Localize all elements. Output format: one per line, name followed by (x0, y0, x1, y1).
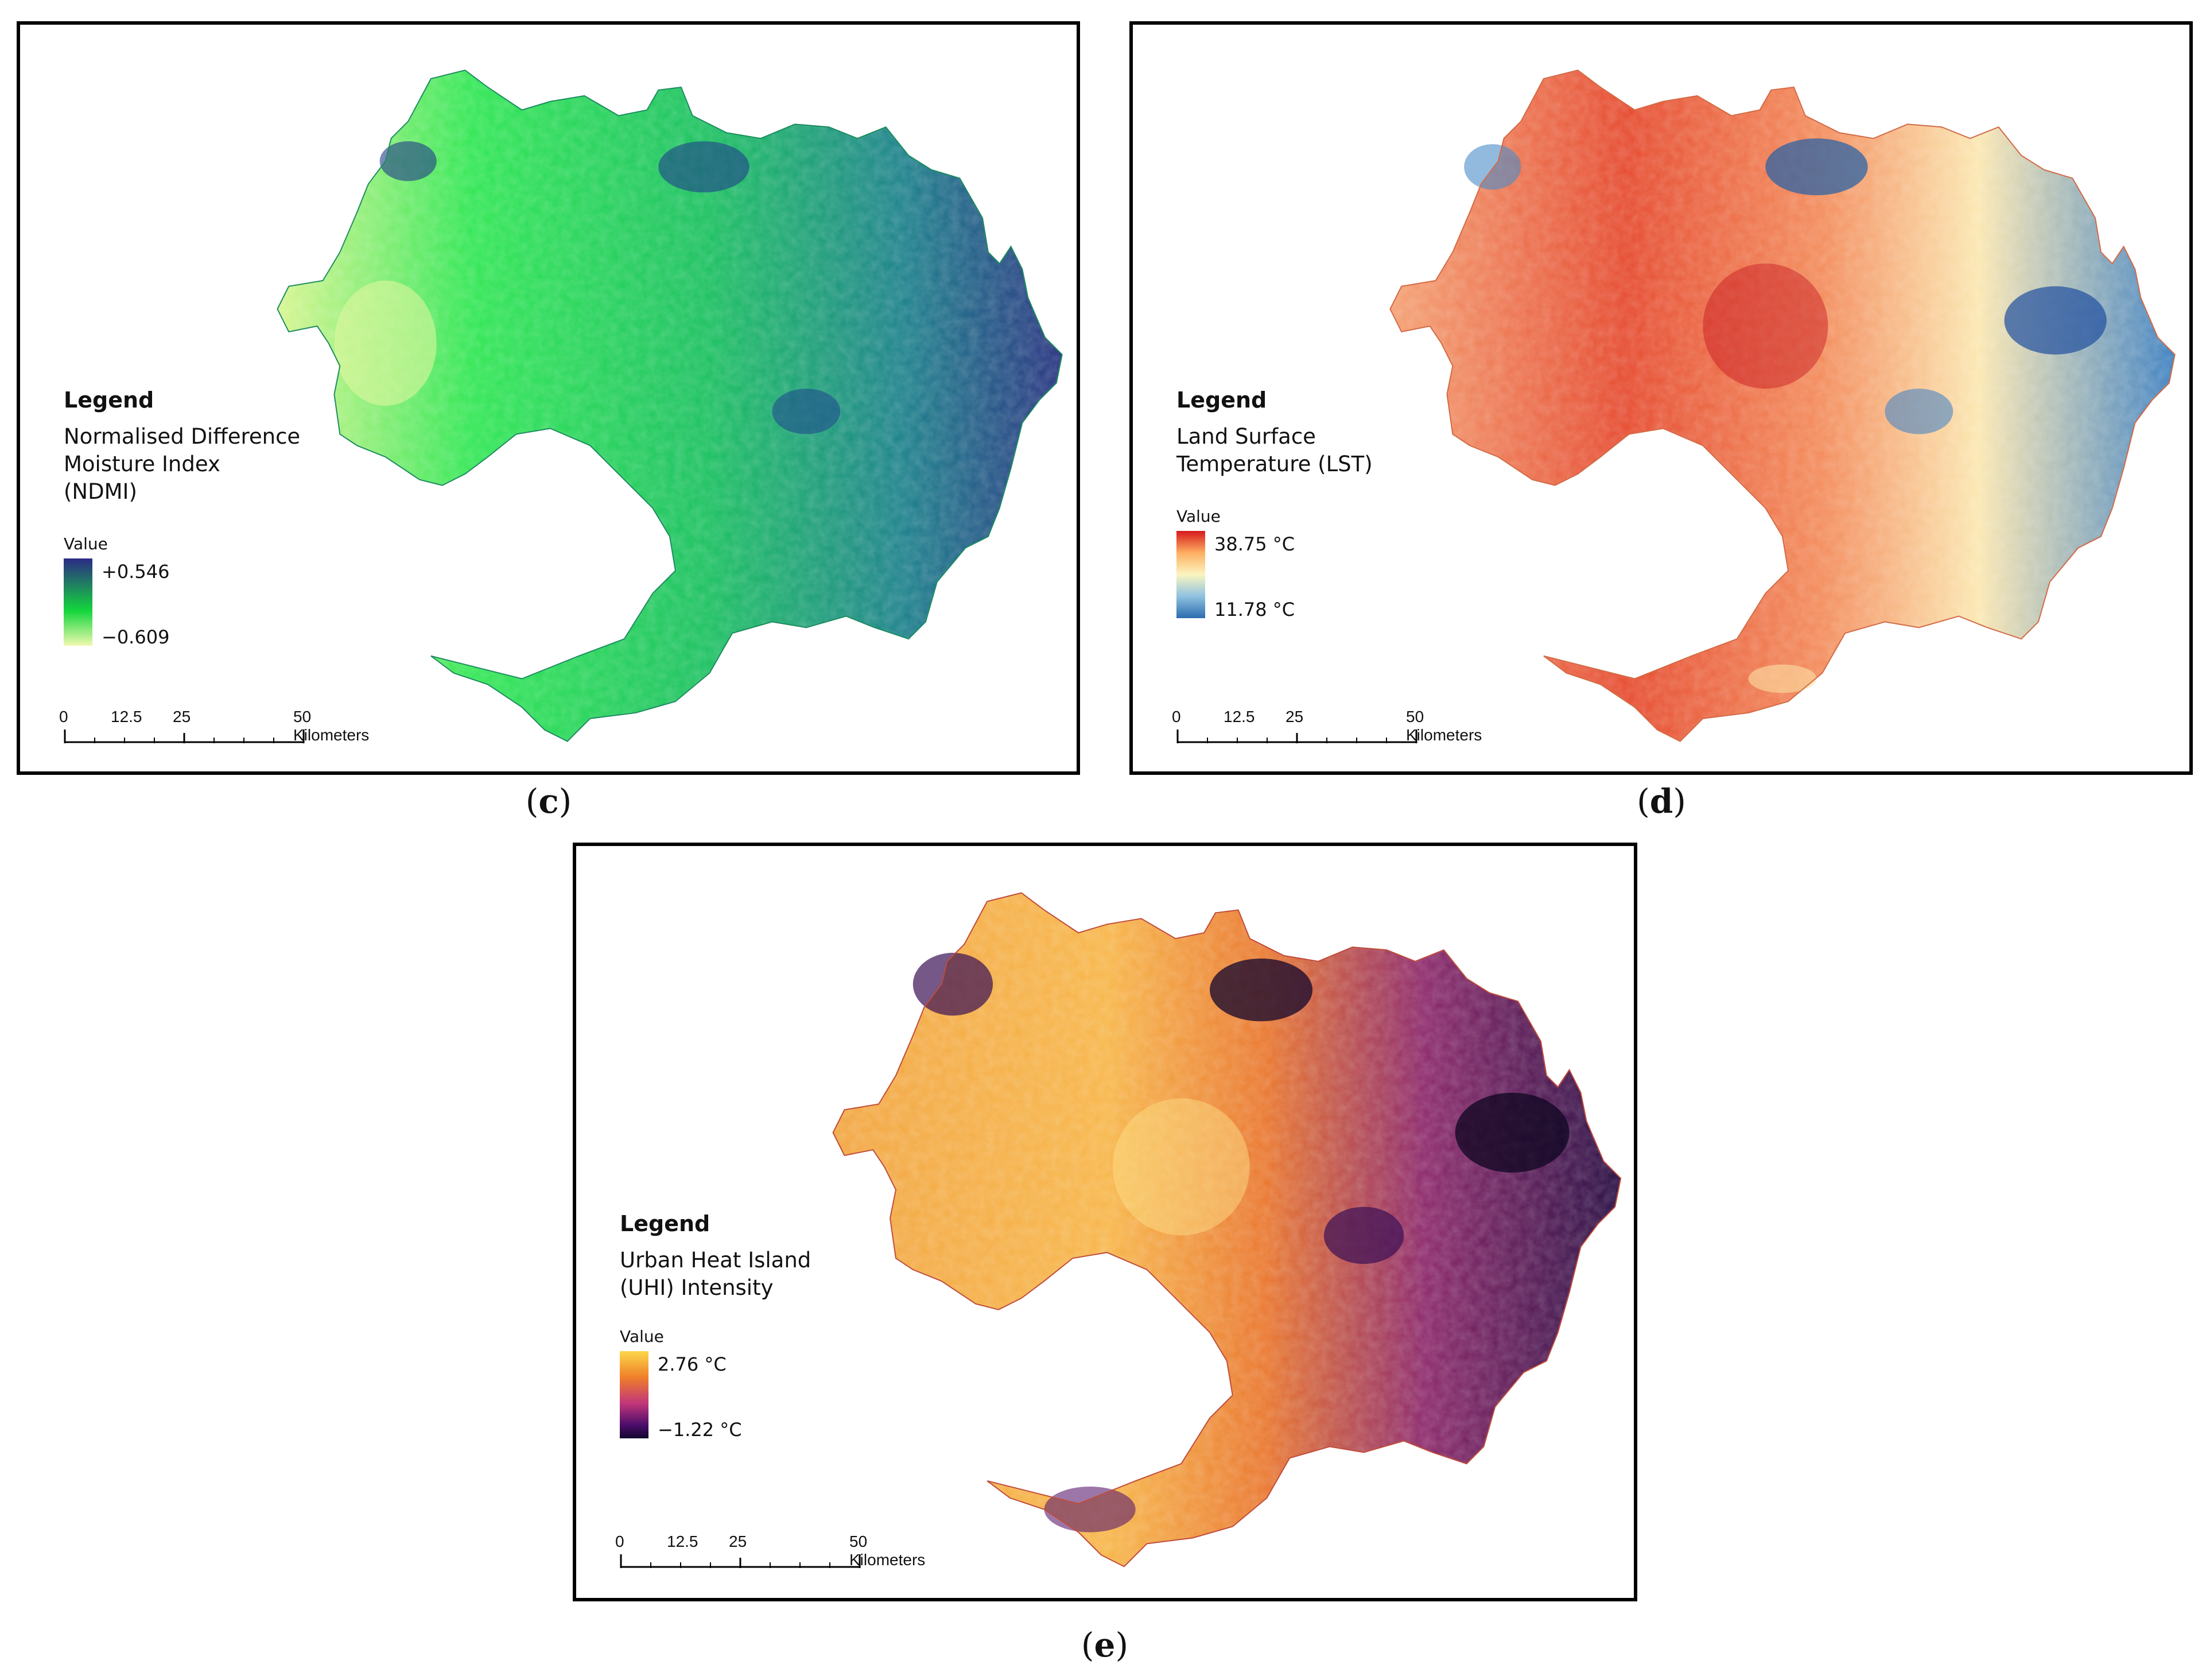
dry-patch (334, 280, 437, 406)
cool-patch (2004, 286, 2107, 355)
scale-tick-50: 50 Kilometers (293, 708, 370, 744)
moist-patch (772, 389, 841, 434)
cool-patch (1210, 958, 1313, 1022)
cool-patch (1455, 1092, 1570, 1173)
cool-patch (1765, 138, 1868, 196)
legend-color-ramp (64, 558, 92, 646)
legend-value-label: Value (64, 534, 108, 553)
legend-high-value: +0.546 (102, 561, 170, 583)
caption-c: (c) (525, 782, 572, 821)
moist-patch (658, 141, 749, 193)
cool-patch (1885, 389, 1953, 434)
legend-description: Urban Heat Island (UHI) Intensity (620, 1248, 811, 1300)
legend-description: Normalised Difference Moisture Index (ND… (64, 424, 301, 504)
scale-tick-25: 25 (1285, 708, 1304, 725)
scale-tick-0: 0 (615, 1532, 624, 1550)
cool-patch (1464, 144, 1521, 190)
scale-bar-line (1176, 730, 1417, 743)
scale-bar-line (620, 1554, 861, 1568)
caption-e: (e) (1081, 1625, 1129, 1665)
legend-title: Legend (64, 387, 154, 413)
map-panel-uhi: Legend Urban Heat Island (UHI) Intensity… (573, 843, 1637, 1601)
scale-tick-12-5: 12.5 (111, 708, 142, 725)
map-panel-lst: Legend Land Surface Temperature (LST) Va… (1129, 21, 2193, 775)
cool-patch (1044, 1486, 1136, 1532)
legend-color-ramp (1176, 531, 1205, 618)
legend-high-value: 38.75 °C (1214, 533, 1295, 555)
scale-bar: 0 12.5 25 50 Kilometers (1172, 708, 1498, 754)
hot-patch (1703, 263, 1828, 389)
scale-tick-0: 0 (59, 708, 68, 725)
scale-tick-12-5: 12.5 (1224, 708, 1255, 725)
caption-d: (d) (1637, 782, 1686, 821)
scale-tick-12-5: 12.5 (667, 1532, 698, 1550)
legend-low-value: 11.78 °C (1214, 599, 1295, 620)
uhi-map (832, 892, 1622, 1568)
scale-bar: 0 12.5 25 50 Kilometers (615, 1532, 941, 1578)
legend-title: Legend (1176, 387, 1267, 413)
scale-tick-25: 25 (729, 1532, 747, 1550)
scale-tick-50: 50 Kilometers (849, 1532, 926, 1569)
legend-title: Legend (620, 1211, 710, 1236)
legend-high-value: 2.76 °C (658, 1353, 727, 1375)
legend-low-value: −1.22 °C (658, 1419, 742, 1441)
hot-patch (1112, 1098, 1250, 1236)
legend-low-value: −0.609 (102, 626, 170, 648)
legend-value-label: Value (620, 1327, 664, 1346)
cool-patch (1748, 664, 1817, 693)
scale-tick-50: 50 Kilometers (1406, 708, 1482, 744)
legend-description: Land Surface Temperature (LST) (1176, 424, 1373, 476)
scale-tick-25: 25 (173, 708, 191, 725)
cool-patch (912, 953, 993, 1016)
cool-patch (1323, 1206, 1404, 1264)
map-panel-ndmi: Legend Normalised Difference Moisture In… (17, 21, 1080, 775)
lst-map (1389, 69, 2176, 742)
scale-bar-line (64, 730, 305, 743)
scale-bar: 0 12.5 25 50 Kilometers (59, 708, 385, 754)
legend-color-ramp (620, 1351, 648, 1438)
legend-value-label: Value (1176, 507, 1221, 526)
ndmi-map (277, 69, 1063, 742)
scale-tick-0: 0 (1172, 708, 1181, 725)
moist-patch (379, 141, 437, 181)
